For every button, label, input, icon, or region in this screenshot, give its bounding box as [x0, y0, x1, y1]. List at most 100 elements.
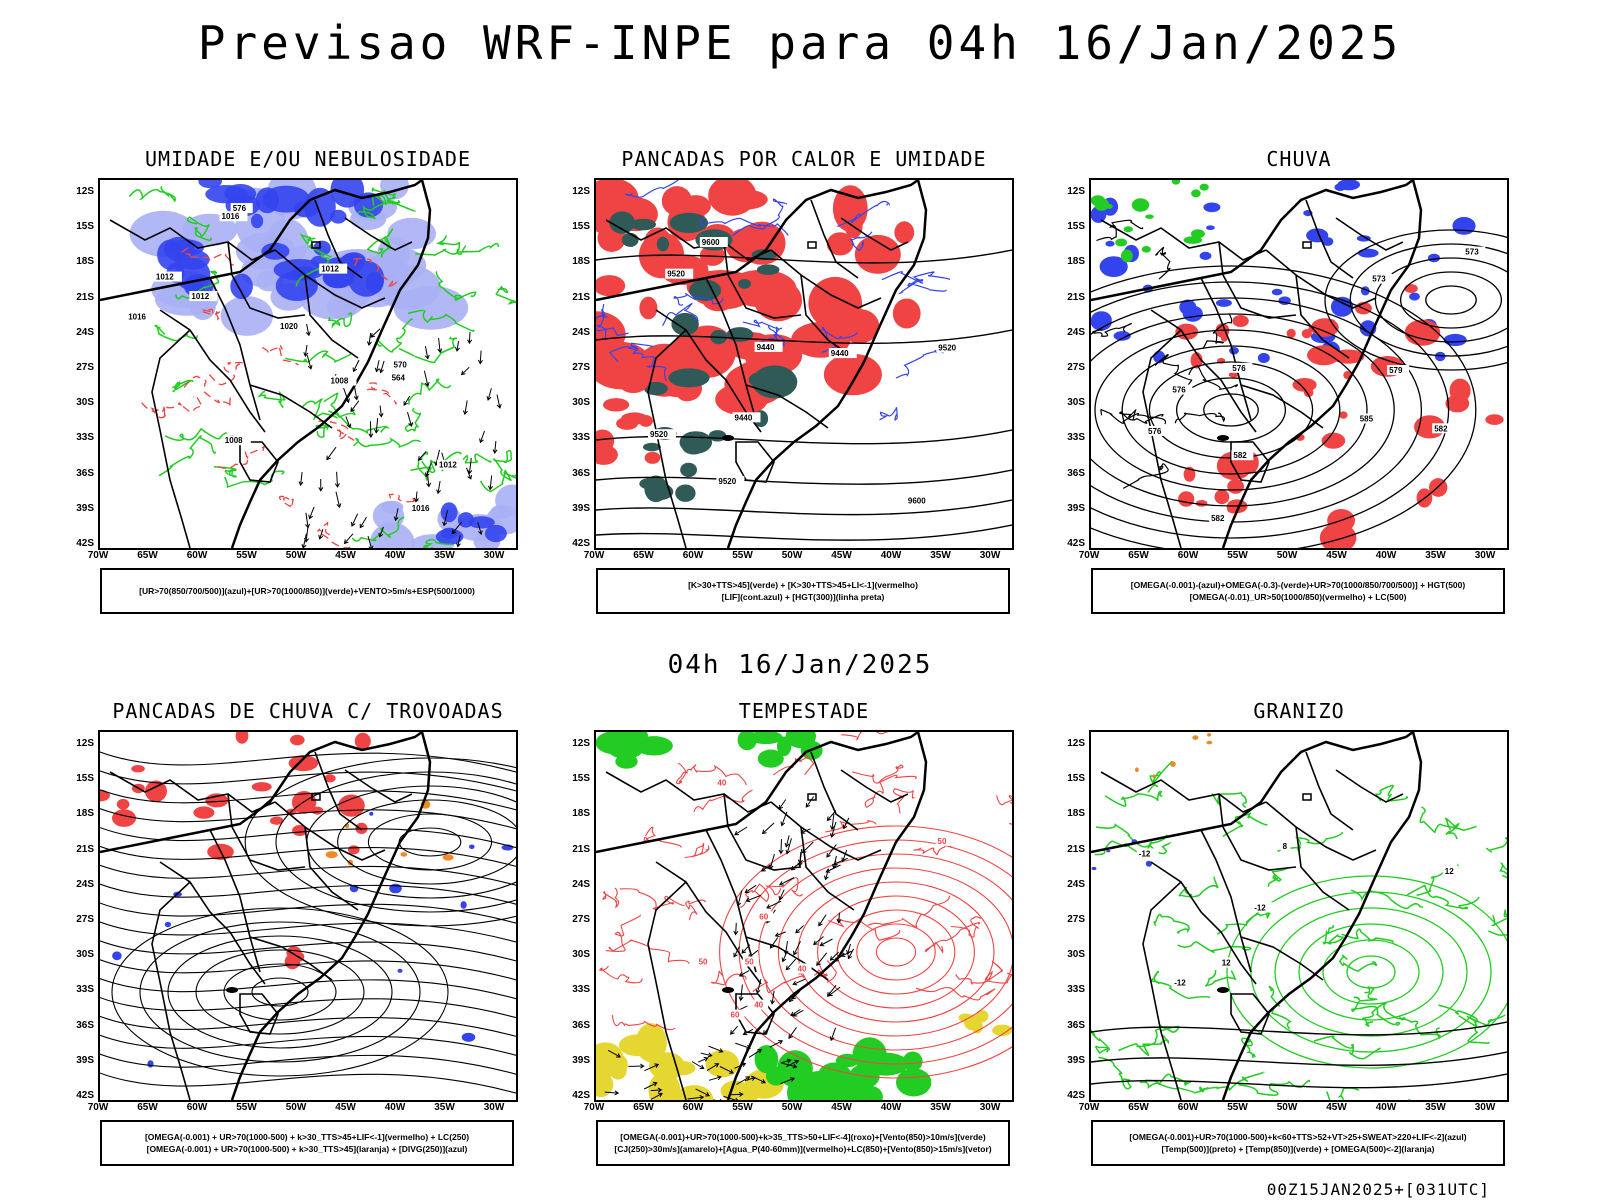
contour-label: 40	[717, 779, 726, 788]
contour-label: 9600	[908, 497, 926, 506]
lon-tick-label: 30W	[979, 550, 1001, 561]
isoline-rings	[111, 907, 449, 1077]
contour-label: 12	[1445, 867, 1454, 876]
lat-tick-label: 30S	[572, 949, 590, 961]
lon-tick-label: 50W	[781, 550, 803, 561]
lat-tick-label: 18S	[572, 808, 590, 820]
contour-label: 1012	[191, 292, 209, 301]
contour-label: 573	[1372, 275, 1386, 284]
contour-label: 9440	[735, 413, 753, 422]
contour-label: 50	[745, 958, 754, 967]
field-shading	[596, 1023, 784, 1100]
field-shading	[325, 800, 454, 866]
contour-label: 582	[1434, 424, 1448, 433]
panel-title: TEMPESTADE	[738, 699, 870, 723]
lat-tick-label: 18S	[76, 256, 94, 268]
lon-tick-label: 35W	[930, 1102, 951, 1113]
panel-legend: [OMEGA(-0.001)-(azul)+OMEGA(-0.3)-(verde…	[1091, 568, 1505, 614]
weather-map-5: 50 40 50 60 40 50 60 40	[594, 730, 1014, 1102]
lon-tick-label: 35W	[1425, 550, 1446, 561]
legend-line: [K>30+TTS>45](verde) + [K>30+TTS>45+LI<-…	[688, 580, 918, 590]
lat-tick-label: 21S	[76, 843, 94, 855]
contour-label: 582	[1211, 514, 1225, 523]
lon-tick-label: 50W	[285, 550, 307, 561]
field-shading	[1175, 284, 1504, 548]
lat-tick-label: 15S	[572, 773, 590, 785]
lon-tick-label: 50W	[285, 1102, 307, 1113]
lat-tick-label: 42S	[572, 1090, 590, 1101]
isoline-rings	[244, 757, 516, 927]
lon-tick-label: 50W	[1276, 1102, 1298, 1113]
lat-tick-label: 39S	[572, 1054, 590, 1066]
lat-tick-label: 15S	[572, 221, 590, 233]
lon-tick-label: 30W	[1474, 550, 1496, 561]
panel-title: PANCADAS POR CALOR E UMIDADE	[621, 147, 987, 171]
field-shading	[1091, 180, 1209, 263]
lat-tick-label: 21S	[1067, 291, 1085, 303]
contour-label: 1012	[321, 265, 339, 274]
lon-tick-label: 40W	[880, 1102, 902, 1113]
contour-label: 50	[699, 958, 708, 967]
lon-tick-label: 70W	[87, 550, 109, 561]
lon-tick-label: 55W	[236, 1102, 257, 1113]
lon-tick-label: 35W	[1425, 1102, 1446, 1113]
contour-label: 564	[392, 373, 406, 382]
contour-label: 40	[798, 964, 807, 973]
land-borders	[100, 180, 432, 548]
contour-label: 1012	[156, 273, 174, 282]
lat-tick-label: 27S	[572, 362, 590, 373]
legend-line: [OMEGA(-0.001)+UR>70(1000-500)+k>35_TTS>…	[620, 1132, 986, 1142]
legend-line: [OMEGA(-0.001) + UR>70(1000-500) + k>30_…	[144, 1132, 470, 1142]
lon-tick-label: 65W	[137, 550, 158, 561]
panel-legend: [OMEGA(-0.001)+UR>70(1000-500)+k<60+TTS>…	[1091, 1120, 1505, 1166]
lat-tick-label: 12S	[76, 738, 94, 749]
land-borders	[1091, 180, 1423, 548]
lat-tick-label: 30S	[1067, 397, 1085, 409]
field-shading	[958, 1009, 1012, 1036]
panel-title: PANCADAS DE CHUVA C/ TROVOADAS	[112, 699, 504, 723]
contour-label: 1012	[439, 461, 457, 470]
field-shading	[435, 502, 507, 545]
contour-label: 576	[1148, 427, 1162, 436]
lon-tick-label: 30W	[979, 1102, 1001, 1113]
lon-tick-label: 65W	[1128, 550, 1149, 561]
contour-labels: -12 -12 -12 12 12 8	[1136, 841, 1459, 988]
field-shading	[1135, 733, 1213, 779]
lat-tick-label: 36S	[76, 1019, 94, 1031]
lat-tick-label: 42S	[1067, 538, 1085, 549]
lat-tick-label: 24S	[572, 878, 590, 890]
contour-label: 50	[938, 837, 947, 846]
contour-labels: 50 40 50 60 40 50 60 40	[696, 777, 952, 1020]
lat-tick-label: 12S	[76, 186, 94, 197]
panel-title: UMIDADE E/OU NEBULOSIDADE	[144, 147, 472, 171]
contour-lines	[1092, 219, 1239, 489]
lat-tick-label: 33S	[572, 432, 590, 444]
contour-label: 1016	[412, 504, 430, 513]
lon-tick-label: 40W	[384, 1102, 406, 1113]
lon-tick-label: 55W	[1227, 1102, 1248, 1113]
isoline-rings	[1091, 265, 1477, 548]
contour-label: 9440	[831, 349, 849, 358]
lon-tick-label: 50W	[1276, 550, 1298, 561]
lat-tick-label: 24S	[572, 326, 590, 338]
lat-tick-label: 33S	[76, 432, 94, 444]
lat-tick-label: 33S	[1067, 984, 1085, 996]
contour-labels: 582 585 576 582 582 573 576 573 579 576	[1146, 246, 1486, 523]
lat-tick-label: 24S	[76, 326, 94, 338]
lon-tick-label: 70W	[583, 550, 605, 561]
contour-label: 1008	[225, 436, 243, 445]
run-info-footer: 00Z15JAN2025+[031UTC]	[1266, 1180, 1490, 1199]
lon-tick-label: 60W	[186, 1102, 208, 1113]
lon-tick-label: 60W	[186, 550, 208, 561]
contour-label: 60	[759, 912, 768, 921]
contour-label: 9520	[667, 270, 685, 279]
panel-title: GRANIZO	[1253, 699, 1345, 723]
lon-tick-label: 45W	[1326, 550, 1347, 561]
legend-line: [OMEGA(-0.001)+UR>70(1000-500)+k<60+TTS>…	[1129, 1132, 1467, 1142]
contour-label: -12	[1254, 903, 1266, 912]
lat-tick-label: 27S	[1067, 362, 1085, 373]
lat-tick-label: 39S	[76, 1054, 94, 1066]
contour-label: 9600	[702, 238, 720, 247]
contour-label: 40	[754, 1001, 763, 1010]
lat-tick-label: 39S	[1067, 1054, 1085, 1066]
